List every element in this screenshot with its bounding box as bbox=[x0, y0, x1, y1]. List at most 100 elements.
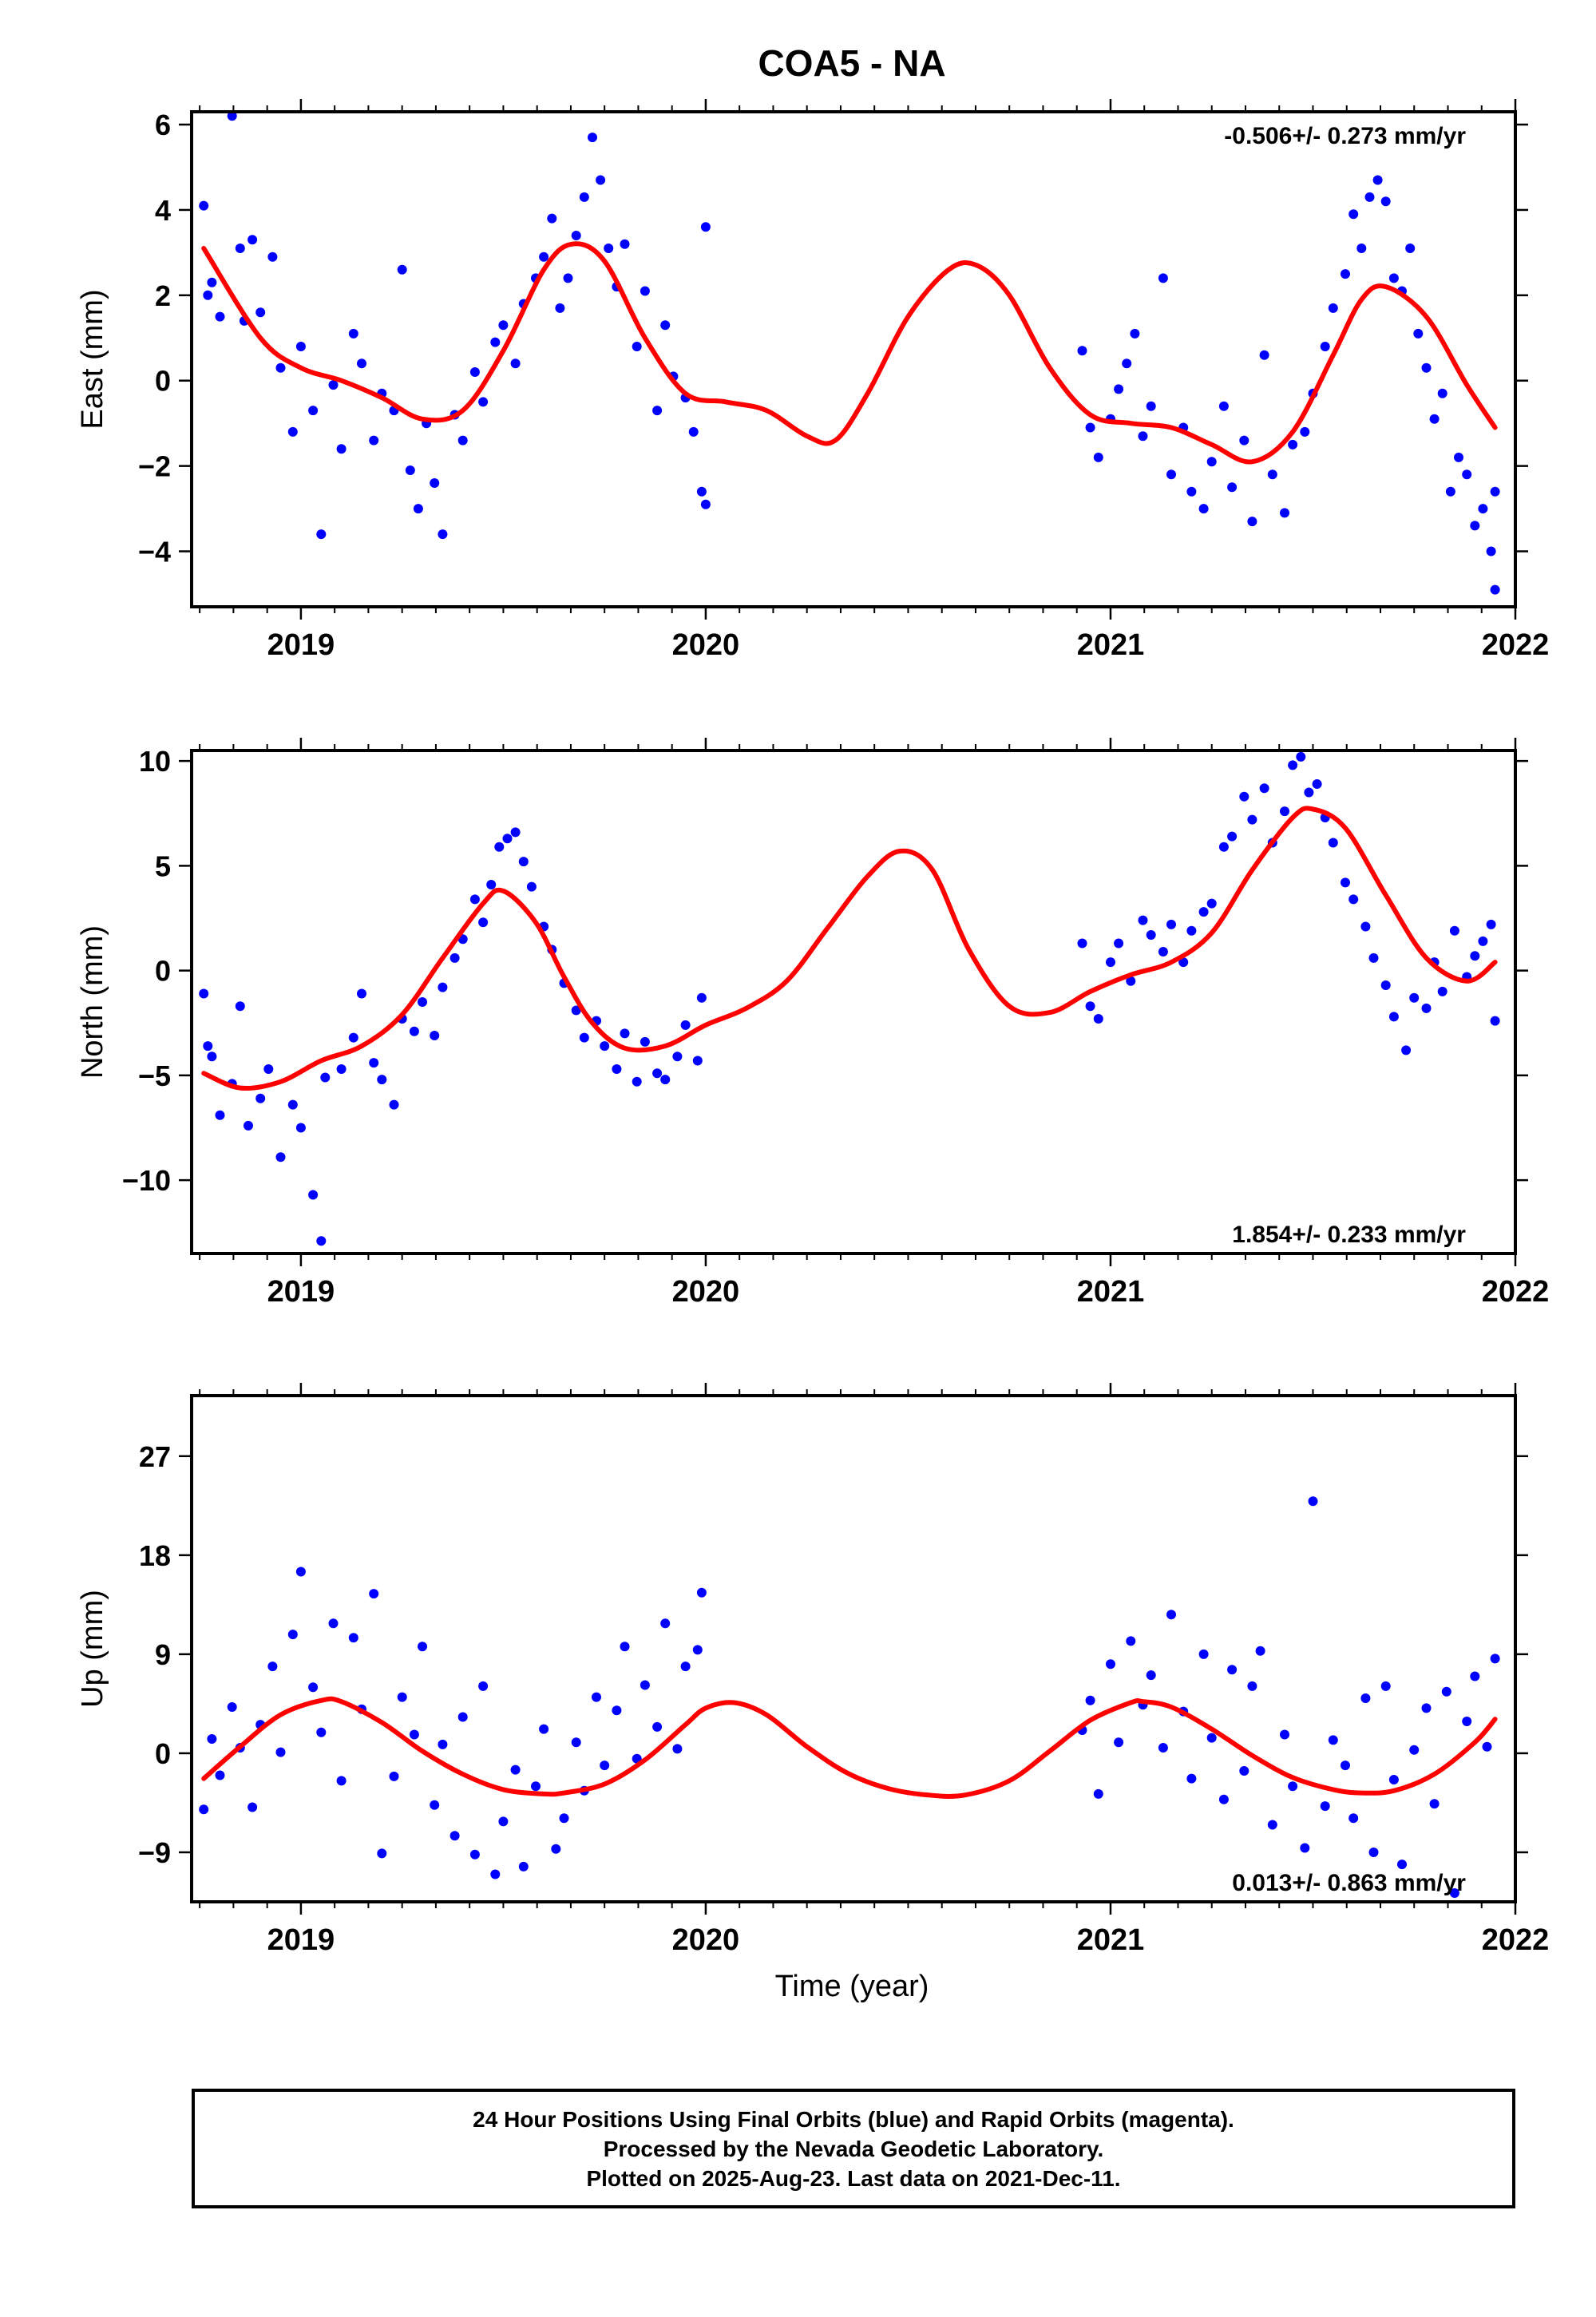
up-data-point bbox=[551, 1844, 561, 1854]
up-data-point bbox=[1239, 1766, 1249, 1776]
up-data-point bbox=[1166, 1610, 1176, 1620]
north-data-point bbox=[1259, 783, 1269, 794]
up-data-point bbox=[660, 1618, 671, 1629]
north-data-point bbox=[1114, 938, 1124, 949]
north-plot-frame bbox=[190, 749, 1517, 1255]
north-data-point bbox=[1368, 953, 1379, 963]
east-data-point bbox=[652, 406, 663, 416]
up-model-curve bbox=[201, 1696, 1498, 1799]
up-data-point bbox=[600, 1761, 610, 1771]
north-data-point bbox=[438, 982, 448, 992]
east-data-point bbox=[1413, 328, 1424, 339]
east-data-point bbox=[369, 435, 379, 446]
east-data-point bbox=[1146, 401, 1156, 411]
footer-line-1: 24 Hour Positions Using Final Orbits (bl… bbox=[473, 2106, 1234, 2132]
up-data-point bbox=[672, 1744, 683, 1754]
east-data-point bbox=[555, 303, 565, 313]
north-data-point bbox=[1341, 877, 1350, 888]
east-x-tick-label: 2020 bbox=[672, 628, 740, 662]
east-data-point bbox=[405, 465, 415, 475]
up-panel: 2019 2020 2021 2022 27 18 9 0 −9 Up (mm) 0.013+/- … bbox=[76, 1383, 1549, 1957]
up-data-point bbox=[409, 1729, 419, 1740]
east-data-point bbox=[1454, 452, 1463, 462]
up-y-tick-label: −9 bbox=[138, 1836, 171, 1869]
up-data-point bbox=[1186, 1773, 1197, 1784]
north-data-point bbox=[336, 1064, 347, 1074]
up-data-point bbox=[1093, 1788, 1103, 1799]
up-data-point bbox=[438, 1739, 448, 1749]
east-data-point bbox=[1122, 358, 1132, 369]
east-data-point bbox=[1259, 350, 1269, 360]
east-data-point bbox=[604, 244, 614, 253]
up-data-point bbox=[620, 1642, 630, 1652]
up-data-point bbox=[696, 1587, 707, 1598]
up-data-point bbox=[1146, 1670, 1156, 1681]
east-data-point bbox=[316, 529, 327, 540]
up-data-point bbox=[377, 1848, 387, 1859]
up-data-point bbox=[1198, 1649, 1209, 1659]
north-data-point bbox=[207, 1052, 217, 1062]
east-data-point bbox=[1077, 346, 1087, 356]
north-data-points bbox=[199, 751, 1500, 1246]
up-data-point bbox=[295, 1566, 306, 1577]
east-data-point bbox=[295, 342, 306, 351]
north-data-point bbox=[571, 1005, 581, 1016]
east-data-point bbox=[235, 244, 245, 253]
east-data-point bbox=[207, 277, 217, 287]
north-data-point bbox=[308, 1190, 319, 1200]
north-data-point bbox=[1166, 919, 1176, 929]
up-data-point bbox=[1409, 1745, 1420, 1755]
north-data-point bbox=[1409, 992, 1420, 1003]
north-data-point bbox=[1146, 930, 1156, 940]
north-data-point bbox=[1085, 1001, 1095, 1012]
east-y-tick-label: −4 bbox=[138, 536, 171, 568]
east-data-point bbox=[1328, 303, 1338, 313]
north-data-point bbox=[1247, 814, 1257, 825]
north-data-point bbox=[579, 1032, 589, 1043]
up-data-point bbox=[1441, 1686, 1451, 1697]
north-data-point bbox=[357, 988, 366, 999]
east-data-point bbox=[248, 235, 258, 245]
east-data-point bbox=[397, 264, 407, 275]
east-data-point bbox=[1462, 469, 1472, 480]
up-data-point bbox=[1114, 1737, 1124, 1748]
north-data-point bbox=[1239, 791, 1249, 802]
up-data-point bbox=[215, 1770, 225, 1780]
north-data-point bbox=[1280, 806, 1289, 817]
east-data-point bbox=[328, 380, 339, 390]
east-data-point bbox=[308, 406, 319, 416]
up-data-point bbox=[531, 1781, 541, 1792]
north-data-point bbox=[1206, 898, 1217, 909]
east-data-point bbox=[1380, 196, 1391, 207]
east-data-point bbox=[696, 486, 707, 497]
up-data-point bbox=[469, 1849, 480, 1860]
east-data-point bbox=[1372, 175, 1383, 185]
north-data-point bbox=[612, 1064, 622, 1074]
east-data-point bbox=[1437, 388, 1447, 398]
east-rate-label: -0.506+/- 0.273 mm/yr bbox=[1224, 123, 1466, 149]
up-data-point bbox=[430, 1800, 440, 1810]
up-data-point bbox=[571, 1737, 581, 1748]
east-data-point bbox=[267, 252, 278, 262]
east-data-point bbox=[490, 337, 501, 347]
east-data-point bbox=[563, 273, 573, 283]
north-data-point bbox=[377, 1075, 387, 1085]
north-data-point bbox=[1288, 760, 1298, 770]
east-data-point bbox=[457, 435, 468, 446]
north-data-point bbox=[1093, 1014, 1103, 1024]
north-data-point bbox=[680, 1020, 691, 1030]
east-data-point bbox=[203, 290, 213, 300]
east-x-tick-label: 2021 bbox=[1077, 628, 1145, 662]
up-data-point bbox=[1227, 1665, 1238, 1675]
north-data-point bbox=[430, 1031, 440, 1040]
east-data-point bbox=[413, 504, 423, 514]
east-data-point bbox=[588, 133, 597, 143]
east-model-curve bbox=[201, 241, 1498, 465]
north-data-point bbox=[478, 917, 489, 928]
north-data-point bbox=[502, 834, 513, 844]
up-data-point bbox=[1490, 1654, 1500, 1664]
north-data-point bbox=[1296, 751, 1306, 762]
north-data-point bbox=[316, 1236, 327, 1246]
up-data-point bbox=[1280, 1729, 1289, 1740]
north-data-point bbox=[494, 842, 505, 852]
